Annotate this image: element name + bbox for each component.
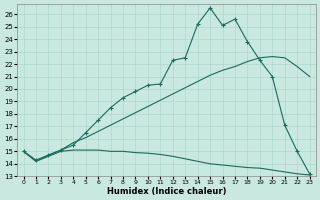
X-axis label: Humidex (Indice chaleur): Humidex (Indice chaleur) bbox=[107, 187, 226, 196]
